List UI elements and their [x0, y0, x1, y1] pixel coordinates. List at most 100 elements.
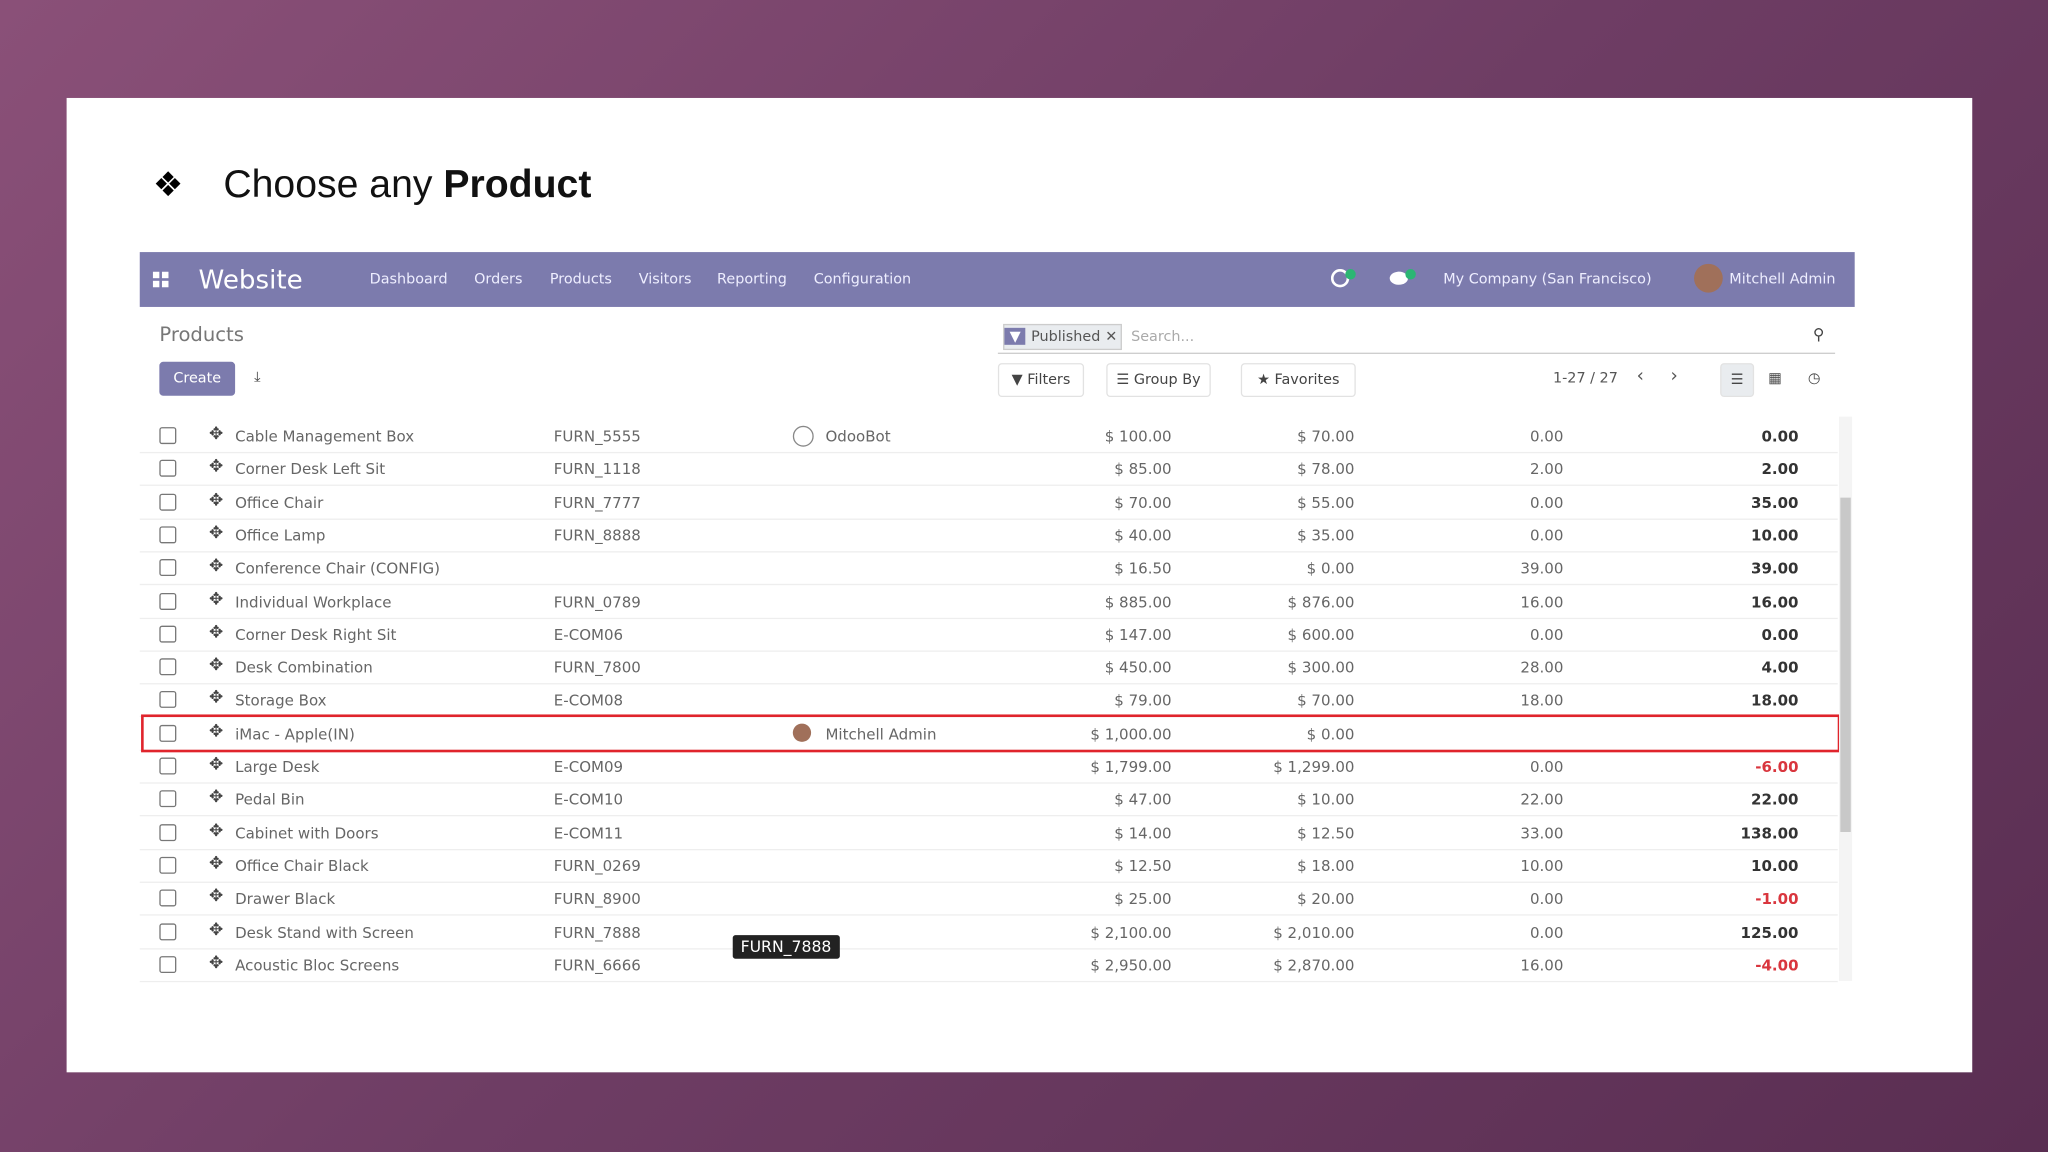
filters-button[interactable]: ▼ Filters [997, 363, 1085, 398]
table-row[interactable]: ✥ Drawer Black FURN_8900 $ 25.00 $ 20.00 0.00… [139, 882, 1838, 916]
row-checkbox[interactable] [159, 955, 177, 973]
groupby-label: Group By [1133, 370, 1201, 388]
user[interactable]: Mitchell Admin [1729, 270, 1836, 288]
table-row[interactable]: ✥ Desk Stand with Screen FURN_7888 $ 2,100.… [139, 915, 1838, 949]
table-row[interactable]: ✥ Cable Management Box FURN_5555 OdooBot $ 1… [139, 419, 1838, 454]
internal-reference: FURN_0269 [553, 856, 641, 875]
avatar [792, 723, 812, 742]
cost: $ 12.50 [1297, 823, 1355, 842]
internal-reference: FURN_1118 [553, 460, 641, 479]
drag-handle: ✥ [208, 655, 224, 676]
table-row[interactable]: ✥ Storage Box E-COM08 $ 79.00 $ 70.00 18.00 18… [139, 684, 1838, 718]
product-name: Conference Chair (CONFIG) [235, 559, 441, 578]
search-icon[interactable]: ⚲ [1812, 325, 1825, 344]
row-checkbox[interactable] [159, 460, 177, 478]
cost: $ 20.00 [1297, 889, 1355, 908]
search-box[interactable]: ▼ Published ✕ Search... ⚲ [997, 321, 1836, 354]
sales-price: $ 1,000.00 [1090, 724, 1172, 743]
table-row[interactable]: ✥ Cabinet with Doors E-COM11 $ 14.00 $ 12.50… [139, 816, 1838, 850]
drag-handle: ✥ [208, 920, 224, 940]
forecasted-quantity: 10.00 [1750, 856, 1799, 875]
pager-next[interactable]: › [1670, 365, 1678, 387]
activity-view[interactable]: ◷ [1798, 363, 1830, 395]
app-name[interactable]: Website [198, 263, 303, 296]
row-checkbox[interactable] [159, 856, 177, 874]
product-name: Cabinet with Doors [235, 823, 379, 842]
company[interactable]: My Company (San Francisco) [1443, 270, 1652, 288]
menu-item[interactable]: Products [549, 270, 612, 288]
sales-price: $ 2,100.00 [1090, 922, 1172, 942]
table-row[interactable]: ✥ Large Desk E-COM09 $ 1,799.00 $ 1,299.00 0.… [139, 750, 1838, 784]
menu-item[interactable]: Visitors [638, 270, 692, 288]
row-checkbox[interactable] [159, 493, 177, 511]
list-view[interactable]: ☰ [1720, 363, 1755, 398]
row-checkbox[interactable] [159, 592, 177, 610]
row-checkbox[interactable] [159, 658, 177, 676]
table-row[interactable]: ✥ Acoustic Bloc Screens FURN_6666 $ 2,950.0… [139, 948, 1838, 982]
drag-handle: ✥ [208, 622, 224, 643]
table-row[interactable]: ✥ Corner Desk Right Sit E-COM06 $ 147.00 $ 6… [139, 618, 1838, 652]
quantity-on-hand: 0.00 [1529, 922, 1564, 942]
product-name: Individual Workplace [235, 592, 392, 611]
apps-icon[interactable] [152, 271, 169, 288]
row-checkbox[interactable] [159, 691, 177, 709]
chat-icon[interactable] [1388, 268, 1419, 289]
cost: $ 2,010.00 [1273, 922, 1355, 942]
table-row[interactable]: ✥ Corner Desk Left Sit FURN_1118 $ 85.00 $ 7… [139, 452, 1838, 487]
pager-prev[interactable]: ‹ [1636, 365, 1644, 387]
scrollbar-thumb[interactable] [1840, 497, 1851, 832]
forecasted-quantity: 0.00 [1761, 427, 1799, 446]
forecasted-quantity: -1.00 [1755, 889, 1799, 908]
table-row[interactable]: ✥ Office Lamp FURN_8888 $ 40.00 $ 35.00 0.00 1… [139, 518, 1838, 553]
row-checkbox[interactable] [159, 757, 177, 775]
table-row[interactable]: ✥ Individual Workplace FURN_0789 $ 885.00 $ … [139, 584, 1838, 619]
row-checkbox[interactable] [159, 559, 177, 577]
kanban-view[interactable]: ▦ [1759, 363, 1791, 395]
facet[interactable]: ▼ Published ✕ [1003, 323, 1123, 351]
row-checkbox[interactable] [159, 526, 177, 544]
menu-item[interactable]: Orders [474, 270, 523, 288]
quantity-on-hand: 0.00 [1529, 526, 1564, 545]
table-row[interactable]: ✥ Office Chair FURN_7777 $ 70.00 $ 55.00 0.00… [139, 485, 1838, 520]
menu-item[interactable]: Reporting [717, 270, 787, 288]
product-name: Large Desk [235, 757, 320, 776]
cost: $ 300.00 [1287, 658, 1355, 677]
row-checkbox[interactable] [159, 724, 177, 742]
internal-reference: FURN_7800 [553, 658, 641, 677]
cost: $ 0.00 [1306, 724, 1355, 743]
product-name: Pedal Bin [235, 790, 305, 809]
row-checkbox[interactable] [159, 790, 177, 808]
sales-price: $ 85.00 [1114, 460, 1172, 479]
filters-label: Filters [1027, 370, 1071, 388]
download-button[interactable]: ⤓ [239, 361, 276, 394]
drag-handle: ✥ [208, 523, 224, 544]
row-checkbox[interactable] [159, 889, 177, 907]
responsible: Mitchell Admin [825, 724, 937, 743]
table-row[interactable]: ✥ Office Chair Black FURN_0269 $ 12.50 $ 18.… [139, 849, 1838, 883]
internal-reference: E-COM11 [553, 823, 624, 842]
cost: $ 70.00 [1297, 691, 1355, 710]
forecasted-quantity: 138.00 [1740, 823, 1799, 842]
drag-handle: ✥ [208, 556, 224, 577]
highlight-box [141, 714, 1841, 752]
product-name: Acoustic Bloc Screens [235, 955, 400, 975]
row-checkbox[interactable] [159, 427, 177, 445]
product-name: Desk Stand with Screen [235, 922, 414, 942]
row-checkbox[interactable] [159, 823, 177, 841]
cost: $ 1,299.00 [1273, 757, 1355, 776]
groupby-button[interactable]: ☰ Group By [1106, 363, 1211, 398]
cost: $ 18.00 [1297, 856, 1355, 875]
row-checkbox[interactable] [159, 922, 177, 940]
row-checkbox[interactable] [159, 625, 177, 643]
create-button[interactable]: Create [159, 361, 236, 396]
internal-reference: E-COM09 [553, 757, 624, 776]
table-row[interactable]: ✥ Conference Chair (CONFIG) $ 16.50 $ 0.00 3… [139, 551, 1838, 586]
table-row[interactable]: ✥ Pedal Bin E-COM10 $ 47.00 $ 10.00 22.00 22.0… [139, 783, 1838, 817]
menu-item[interactable]: Dashboard [369, 270, 448, 288]
activity-icon[interactable] [1330, 268, 1357, 289]
slide: ❖ Choose any Product Website Dashboard Or… [66, 97, 1973, 1073]
menu-item[interactable]: Configuration [813, 270, 912, 288]
favorites-button[interactable]: ★ Favorites [1240, 363, 1356, 398]
table-row[interactable]: ✥ Desk Combination FURN_7800 $ 450.00 $ 300.… [139, 651, 1838, 685]
